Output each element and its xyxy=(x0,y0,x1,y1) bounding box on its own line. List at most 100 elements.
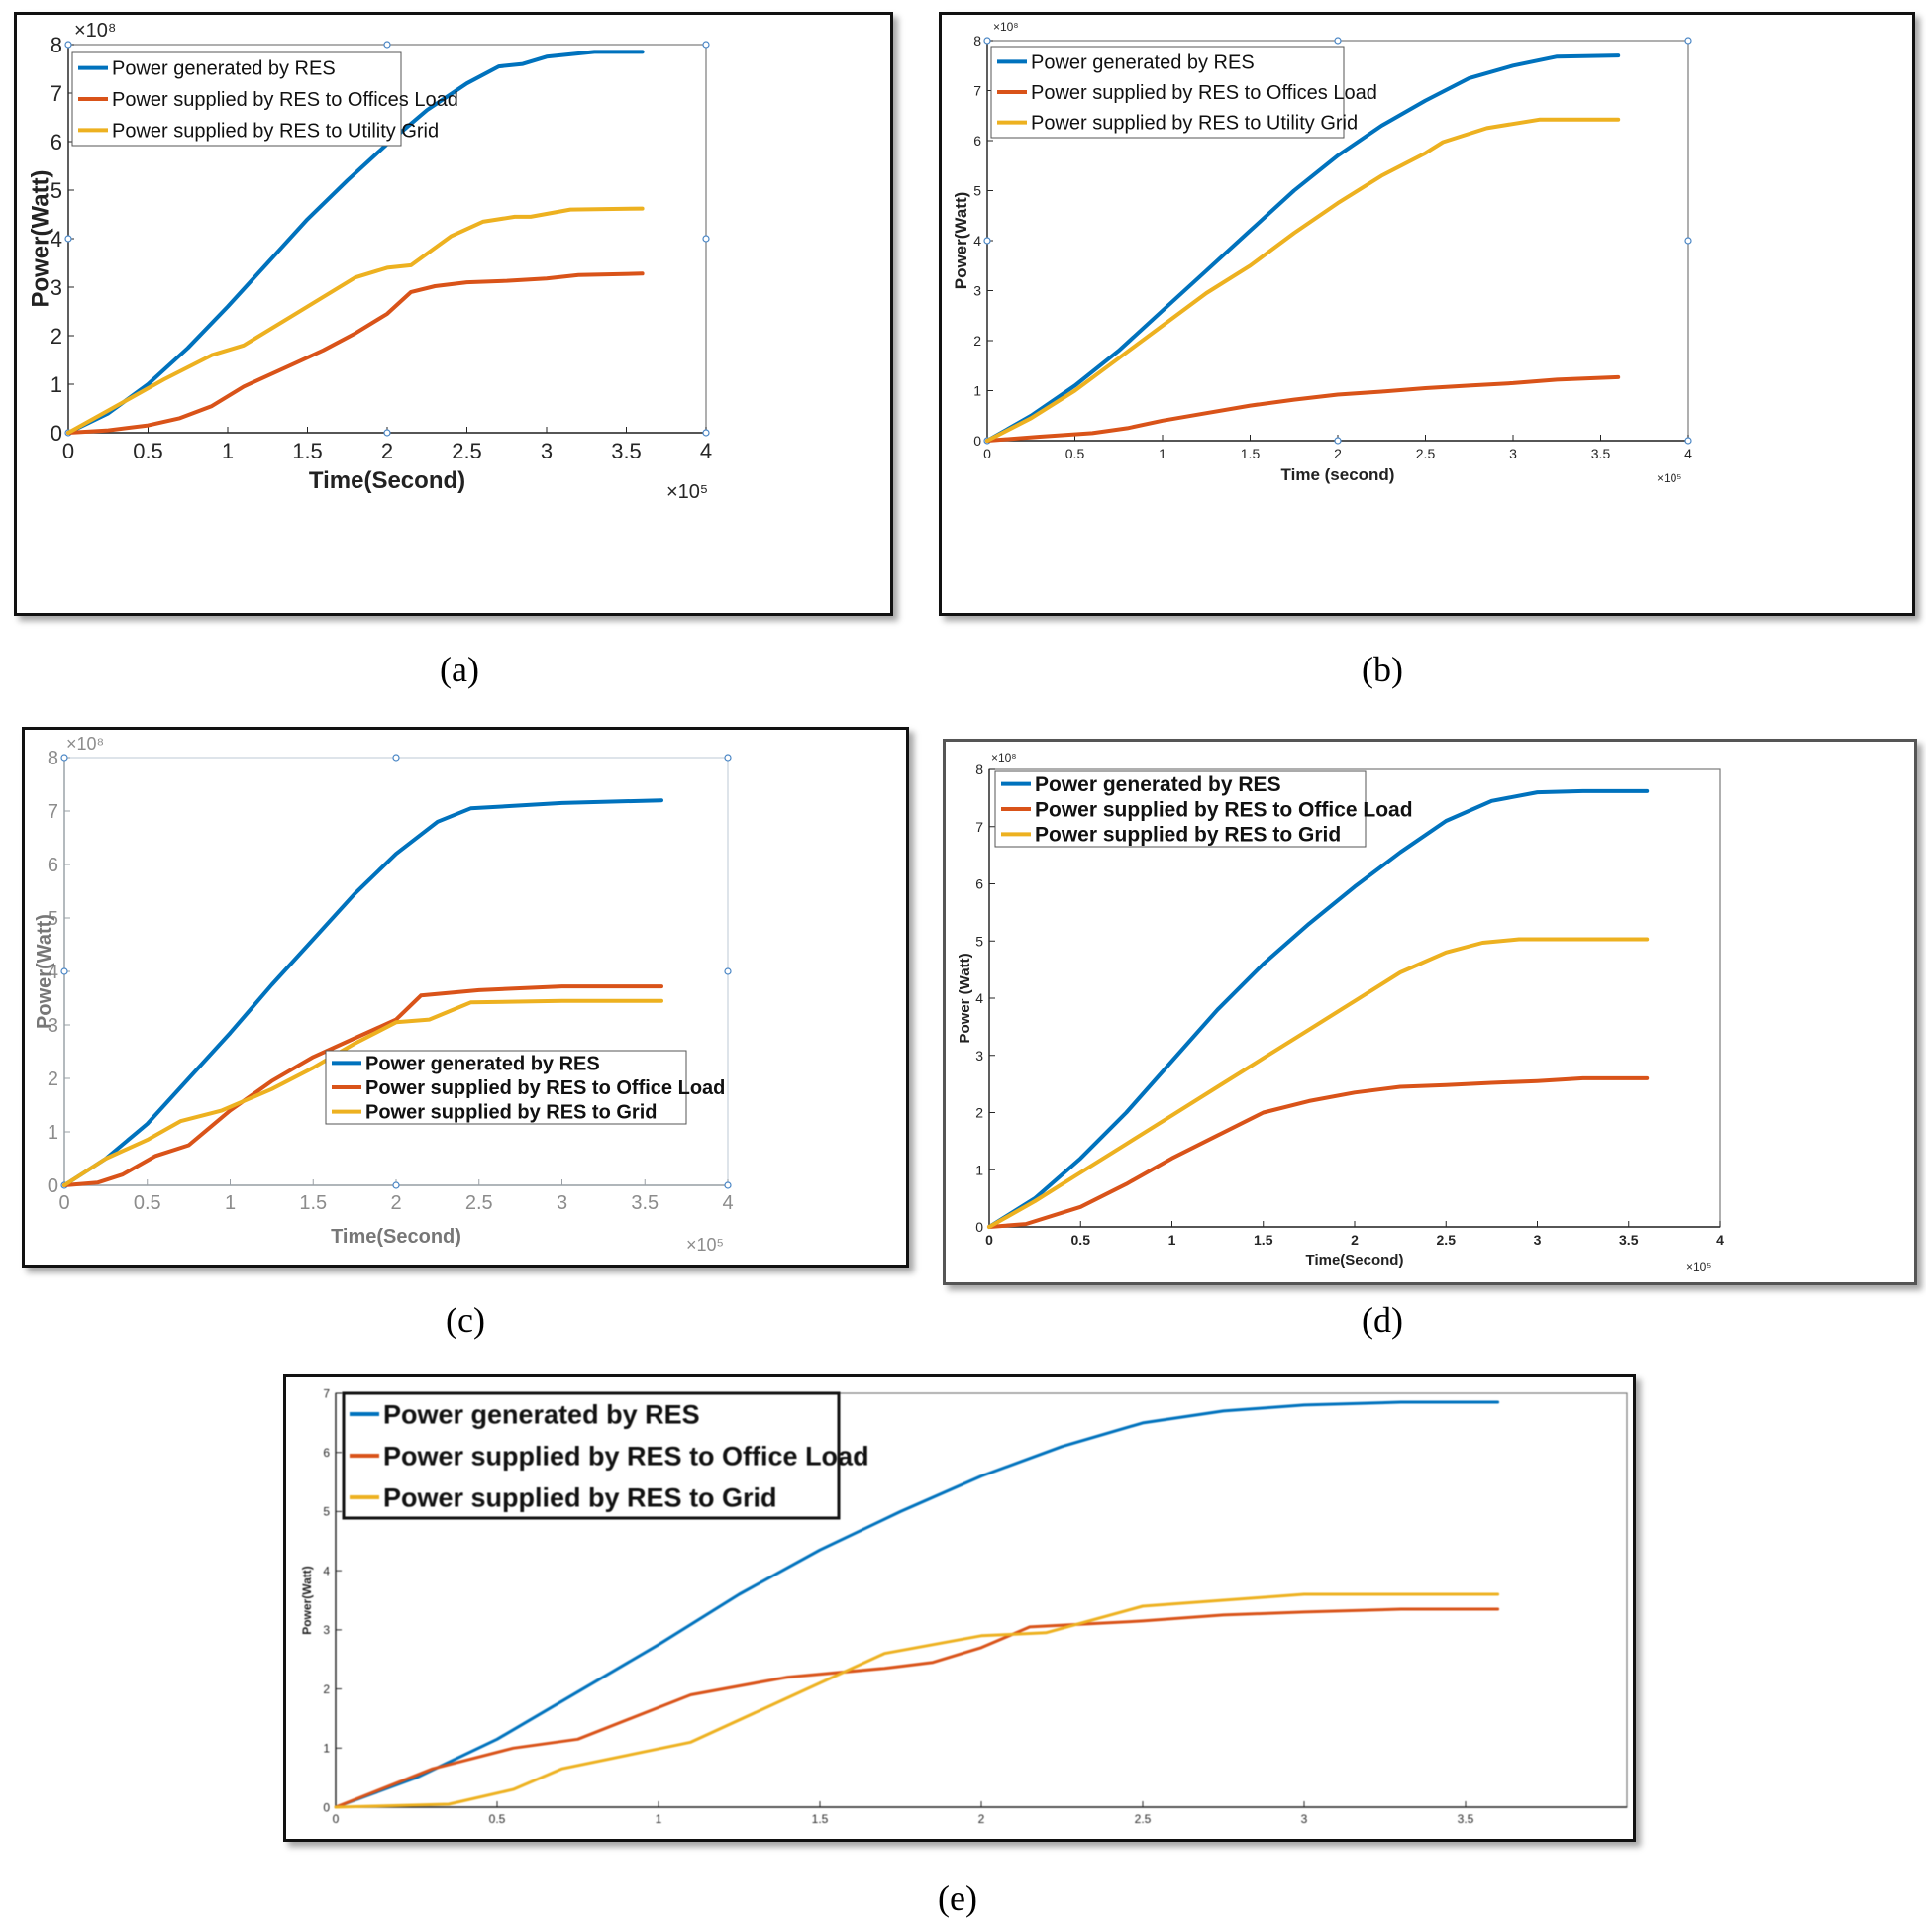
y-tick-label: 8 xyxy=(973,33,981,49)
legend-label: Power supplied by RES to Grid xyxy=(365,1102,657,1124)
legend-label: Power supplied by RES to Grid xyxy=(1035,824,1341,847)
series-line-3 xyxy=(987,937,1650,1229)
y-tick-label: 1 xyxy=(975,1162,983,1177)
x-tick-label: 3.5 xyxy=(631,1192,659,1214)
selection-handle xyxy=(983,237,991,245)
x-tick-label: 2.5 xyxy=(452,439,482,463)
y-axis-label: Power(Watt) xyxy=(28,169,54,307)
legend-box xyxy=(325,1050,687,1125)
x-exponent-label: ×10⁵ xyxy=(686,1235,724,1255)
series-line-2 xyxy=(62,984,663,1187)
series-line-2 xyxy=(66,271,645,435)
x-tick-label: 3 xyxy=(541,439,553,463)
y-tick-label: 7 xyxy=(973,83,981,99)
chart-panel-e: 0 0.5 1 1.5 2 2.5 3 3.5 0 1 2 3 4 5 6 7 Power(Watt) Power… xyxy=(283,1374,1636,1842)
x-tick-label: 1.5 xyxy=(299,1192,327,1214)
y-tick-label: 8 xyxy=(51,33,62,57)
y-tick-label: 6 xyxy=(48,855,58,876)
y-tick-label: 1 xyxy=(973,383,981,399)
series-line-1 xyxy=(334,1400,1500,1809)
chart-panel-a: 0 0.5 1 1.5 2 2.5 3 3.5 4 0 1 2 3 4 5 6 7 8 ×10⁸ ×10⁵ Time(S… xyxy=(14,12,893,616)
x-tick-label: 3.5 xyxy=(1619,1232,1639,1248)
legend-label: Power generated by RES xyxy=(365,1053,600,1074)
series-line-3 xyxy=(62,998,663,1187)
selection-handle xyxy=(1684,237,1692,245)
x-tick-label: 1.5 xyxy=(1241,446,1261,461)
x-tick-label: 1.5 xyxy=(812,1812,829,1826)
x-tick-label: 0.5 xyxy=(134,1192,161,1214)
y-tick-label: 7 xyxy=(48,801,58,823)
chart-panel-b: 0 0.5 1 1.5 2 2.5 3 3.5 4 0 1 2 3 4 5 6 7 8 ×10⁸ ×10⁵ Time (… xyxy=(939,12,1915,616)
y-tick-label: 3 xyxy=(975,1048,983,1064)
x-tick-label: 2 xyxy=(978,1812,985,1826)
y-tick-label: 2 xyxy=(975,1105,983,1121)
legend-label: Power supplied by RES to Office Load xyxy=(365,1077,725,1099)
legend-box xyxy=(990,46,1345,139)
x-tick-label: 2.5 xyxy=(465,1192,493,1214)
y-tick-label: 7 xyxy=(975,819,983,835)
caption-a: (a) xyxy=(440,650,479,689)
series-line-1 xyxy=(62,798,663,1187)
legend-label: Power supplied by RES to Utility Grid xyxy=(1031,113,1358,135)
y-tick-label: 5 xyxy=(51,178,62,203)
y-tick-label: 8 xyxy=(48,748,58,769)
selection-handle xyxy=(702,235,710,243)
y-tick-label: 7 xyxy=(51,81,62,106)
x-tick-label: 0 xyxy=(58,1192,69,1214)
y-axis-label: Power (Watt) xyxy=(957,953,973,1043)
y-exponent-label: ×10⁸ xyxy=(993,20,1018,34)
x-tick-label: 0 xyxy=(983,446,991,461)
y-tick-label: 7 xyxy=(323,1386,330,1400)
y-tick-label: 6 xyxy=(51,130,62,154)
x-tick-label: 0 xyxy=(333,1812,340,1826)
selection-handle xyxy=(392,1181,400,1189)
selection-handle xyxy=(1684,437,1692,445)
series-line-2 xyxy=(985,374,1621,443)
y-tick-label: 5 xyxy=(48,908,58,930)
x-axis-label: Time (second) xyxy=(1281,465,1395,484)
y-tick-label: 6 xyxy=(973,133,981,149)
y-tick-label: 0 xyxy=(51,421,62,446)
y-tick-label: 0 xyxy=(323,1800,330,1814)
x-tick-label: 0.5 xyxy=(1071,1232,1091,1248)
legend-box xyxy=(342,1391,841,1520)
chart-e: 0 0.5 1 1.5 2 2.5 3 3.5 0 1 2 3 4 5 6 7 Power(Watt) Power… xyxy=(300,1386,1628,1826)
y-tick-label: 3 xyxy=(48,1015,58,1037)
x-tick-label: 3.5 xyxy=(1591,446,1611,461)
x-tick-label: 3 xyxy=(1534,1232,1542,1248)
series-line-2 xyxy=(987,1075,1650,1229)
legend-box xyxy=(71,51,402,147)
chart-a: 0 0.5 1 1.5 2 2.5 3 3.5 4 0 1 2 3 4 5 6 7 8 ×10⁸ ×10⁵ Time(S… xyxy=(28,20,713,503)
selection-handle xyxy=(60,967,68,975)
x-tick-label: 0 xyxy=(62,439,74,463)
x-axis-label: Time(Second) xyxy=(1306,1252,1404,1269)
y-tick-label: 2 xyxy=(973,333,981,349)
x-tick-label: 2 xyxy=(1351,1232,1359,1248)
legend-label: Power generated by RES xyxy=(383,1399,700,1429)
selection-handle xyxy=(1334,437,1342,445)
y-tick-label: 4 xyxy=(51,227,62,252)
x-tick-label: 0.5 xyxy=(133,439,163,463)
x-tick-label: 3 xyxy=(557,1192,567,1214)
series-line-1 xyxy=(66,50,645,435)
caption-d: (d) xyxy=(1362,1300,1403,1340)
x-exponent-label: ×10⁵ xyxy=(1657,471,1681,485)
y-tick-label: 5 xyxy=(973,183,981,199)
selection-handle xyxy=(383,41,391,49)
x-tick-label: 1.5 xyxy=(292,439,323,463)
series-line-1 xyxy=(985,53,1621,443)
y-tick-label: 0 xyxy=(973,433,981,449)
y-axis-label: Power(Watt) xyxy=(300,1566,314,1635)
y-tick-label: 6 xyxy=(975,876,983,892)
y-exponent-label: ×10⁸ xyxy=(991,751,1016,764)
x-exponent-label: ×10⁵ xyxy=(1686,1260,1711,1273)
y-tick-label: 0 xyxy=(975,1219,983,1235)
y-tick-label: 2 xyxy=(51,324,62,349)
x-tick-label: 1 xyxy=(1168,1232,1176,1248)
x-tick-label: 2 xyxy=(390,1192,401,1214)
y-tick-label: 1 xyxy=(51,372,62,397)
x-tick-label: 4 xyxy=(700,439,712,463)
legend-label: Power supplied by RES to Utility Grid xyxy=(112,120,439,142)
y-tick-label: 0 xyxy=(48,1175,58,1197)
y-tick-label: 1 xyxy=(323,1742,330,1756)
